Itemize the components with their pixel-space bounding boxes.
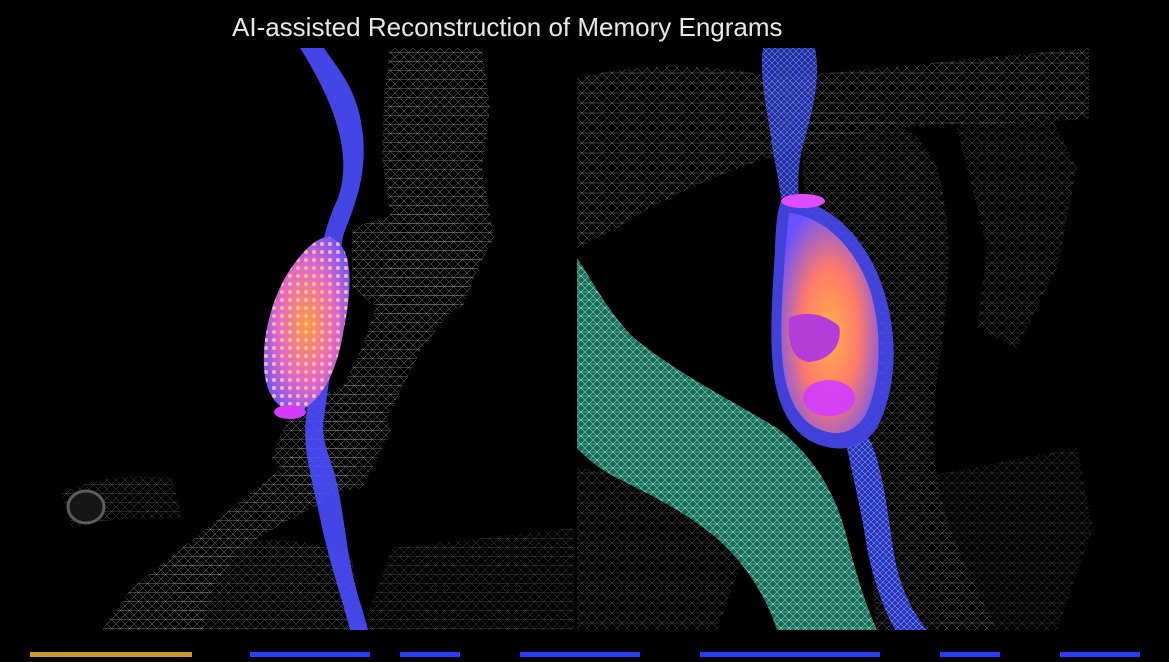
left-reconstruction-image — [62, 48, 574, 630]
bottom-strip — [0, 630, 1169, 657]
gray-mesh-structures — [62, 48, 574, 630]
slide-title: AI-assisted Reconstruction of Memory Eng… — [232, 12, 783, 42]
bottom-strip-graphic — [30, 652, 1140, 657]
right-reconstruction-image — [577, 48, 1093, 630]
bouton — [771, 194, 894, 449]
blue-axon — [761, 48, 927, 630]
right-reconstruction-panel — [577, 48, 1093, 630]
teal-dendrite — [577, 258, 877, 630]
left-reconstruction-panel — [62, 48, 574, 630]
bouton — [263, 237, 350, 419]
